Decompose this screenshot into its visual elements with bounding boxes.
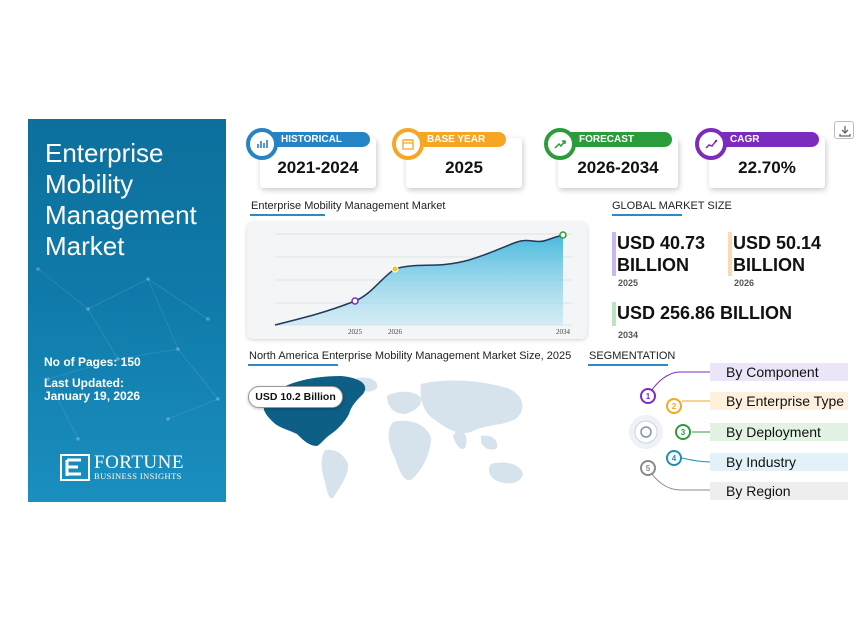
page-count: No of Pages: 150 [44, 355, 141, 369]
card-value: 2025 [445, 158, 483, 177]
heading-underline [588, 364, 668, 366]
chart-svg: 2025 2026 2034 [274, 231, 572, 336]
card-label: FORECAST PERIOD [564, 132, 672, 160]
size-value-unit: BILLION [733, 255, 805, 275]
size-accent-bar [612, 232, 616, 276]
forecast-icon [544, 128, 576, 160]
card-historical-period: 2021-2024 HISTORICAL PERIOD [246, 128, 376, 188]
x-tick-2025: 2025 [348, 328, 363, 336]
report-title: Enterprise Mobility Management Market [45, 138, 197, 261]
chart-point-2025 [351, 297, 359, 305]
logo-mark-icon [60, 454, 90, 481]
chart-point-2026 [391, 265, 399, 273]
size-value: USD 256.86 BILLION [617, 303, 793, 323]
segment-num-2: 2 [672, 402, 677, 411]
size-value-unit: BILLION [617, 255, 689, 275]
size-value: USD 40.73 [617, 233, 706, 253]
card-label: BASE YEAR [412, 132, 506, 147]
segment-num-3: 3 [681, 428, 686, 437]
card-cagr: 22.70% CAGR [695, 128, 825, 188]
size-value: USD 50.14 [733, 233, 822, 253]
card-forecast-period: 2026-2034 FORECAST PERIOD [544, 128, 678, 188]
segment-by-component: By Component [710, 363, 848, 381]
segment-dot-3 [675, 424, 691, 440]
card-label: HISTORICAL PERIOD [266, 132, 370, 160]
chart-area [275, 235, 563, 325]
card-value: 22.70% [738, 158, 796, 177]
growth-icon [695, 128, 727, 160]
card-label: CAGR [715, 132, 819, 147]
last-updated-label: Last Updated: [44, 376, 125, 390]
map-heading: North America Enterprise Mobility Manage… [249, 350, 572, 362]
market-size-2025: USD 40.73 BILLION 2025 [612, 232, 724, 290]
segment-dot-5 [640, 460, 656, 476]
market-size-heading: GLOBAL MARKET SIZE [612, 200, 732, 212]
fortune-logo: FORTUNE BUSINESS INSIGHTS [60, 452, 210, 484]
chart-point-2034 [559, 231, 567, 239]
size-accent-bar [728, 232, 732, 276]
segment-num-4: 4 [672, 454, 677, 463]
logo-wordmark: FORTUNE [94, 452, 184, 473]
download-button[interactable] [834, 121, 854, 139]
segmentation-diagram: 1 2 3 4 5 [627, 371, 713, 491]
calendar-icon [392, 128, 424, 160]
segment-dot-1 [640, 388, 656, 404]
segment-num-5: 5 [646, 464, 651, 473]
size-year: 2025 [618, 278, 639, 288]
continents [321, 377, 523, 499]
segment-num-1: 1 [646, 392, 651, 401]
chart-line [274, 234, 564, 326]
x-tick-2026: 2026 [388, 328, 403, 336]
segmentation-heading: SEGMENTATION [589, 350, 676, 362]
chart-heading: Enterprise Mobility Management Market [251, 200, 446, 212]
card-value: 2026-2034 [577, 158, 659, 177]
heading-underline [250, 214, 325, 216]
segment-by-industry: By Industry [710, 453, 848, 471]
segment-dot-2 [666, 398, 682, 414]
segment-by-deployment: By Deployment [710, 423, 848, 441]
segment-by-enterprise-type: By Enterprise Type [710, 392, 848, 410]
last-updated-date: January 19, 2026 [44, 389, 141, 403]
size-year: 2026 [734, 278, 755, 288]
network-pattern-icon [36, 267, 220, 441]
logo-subtitle: BUSINESS INSIGHTS [94, 471, 182, 481]
size-accent-bar [612, 302, 616, 326]
title-panel: Enterprise Mobility Management Market No… [28, 119, 226, 502]
segment-dot-4 [666, 450, 682, 466]
size-year: 2034 [618, 330, 639, 340]
north-america-value-badge: USD 10.2 Billion [248, 386, 343, 408]
market-size-2026: USD 50.14 BILLION 2026 [728, 232, 848, 290]
segment-by-region: By Region [710, 482, 848, 500]
market-chart: 2025 2026 2034 [247, 222, 587, 339]
market-size-2034: USD 256.86 BILLION 2034 [612, 302, 842, 342]
download-icon [839, 126, 851, 137]
bar-chart-icon [246, 128, 278, 160]
card-value: 2021-2024 [277, 158, 359, 177]
x-tick-2034: 2034 [556, 328, 571, 336]
heading-underline [248, 364, 338, 366]
heading-underline [612, 214, 682, 216]
card-base-year: 2025 BASE YEAR [392, 128, 522, 188]
